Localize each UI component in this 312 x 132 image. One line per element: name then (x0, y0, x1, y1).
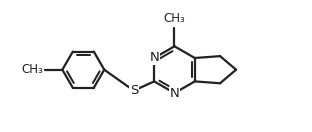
Text: S: S (129, 84, 138, 97)
Text: N: N (149, 51, 159, 65)
Text: CH₃: CH₃ (22, 63, 43, 76)
Text: CH₃: CH₃ (163, 12, 185, 25)
Text: N: N (170, 87, 179, 100)
